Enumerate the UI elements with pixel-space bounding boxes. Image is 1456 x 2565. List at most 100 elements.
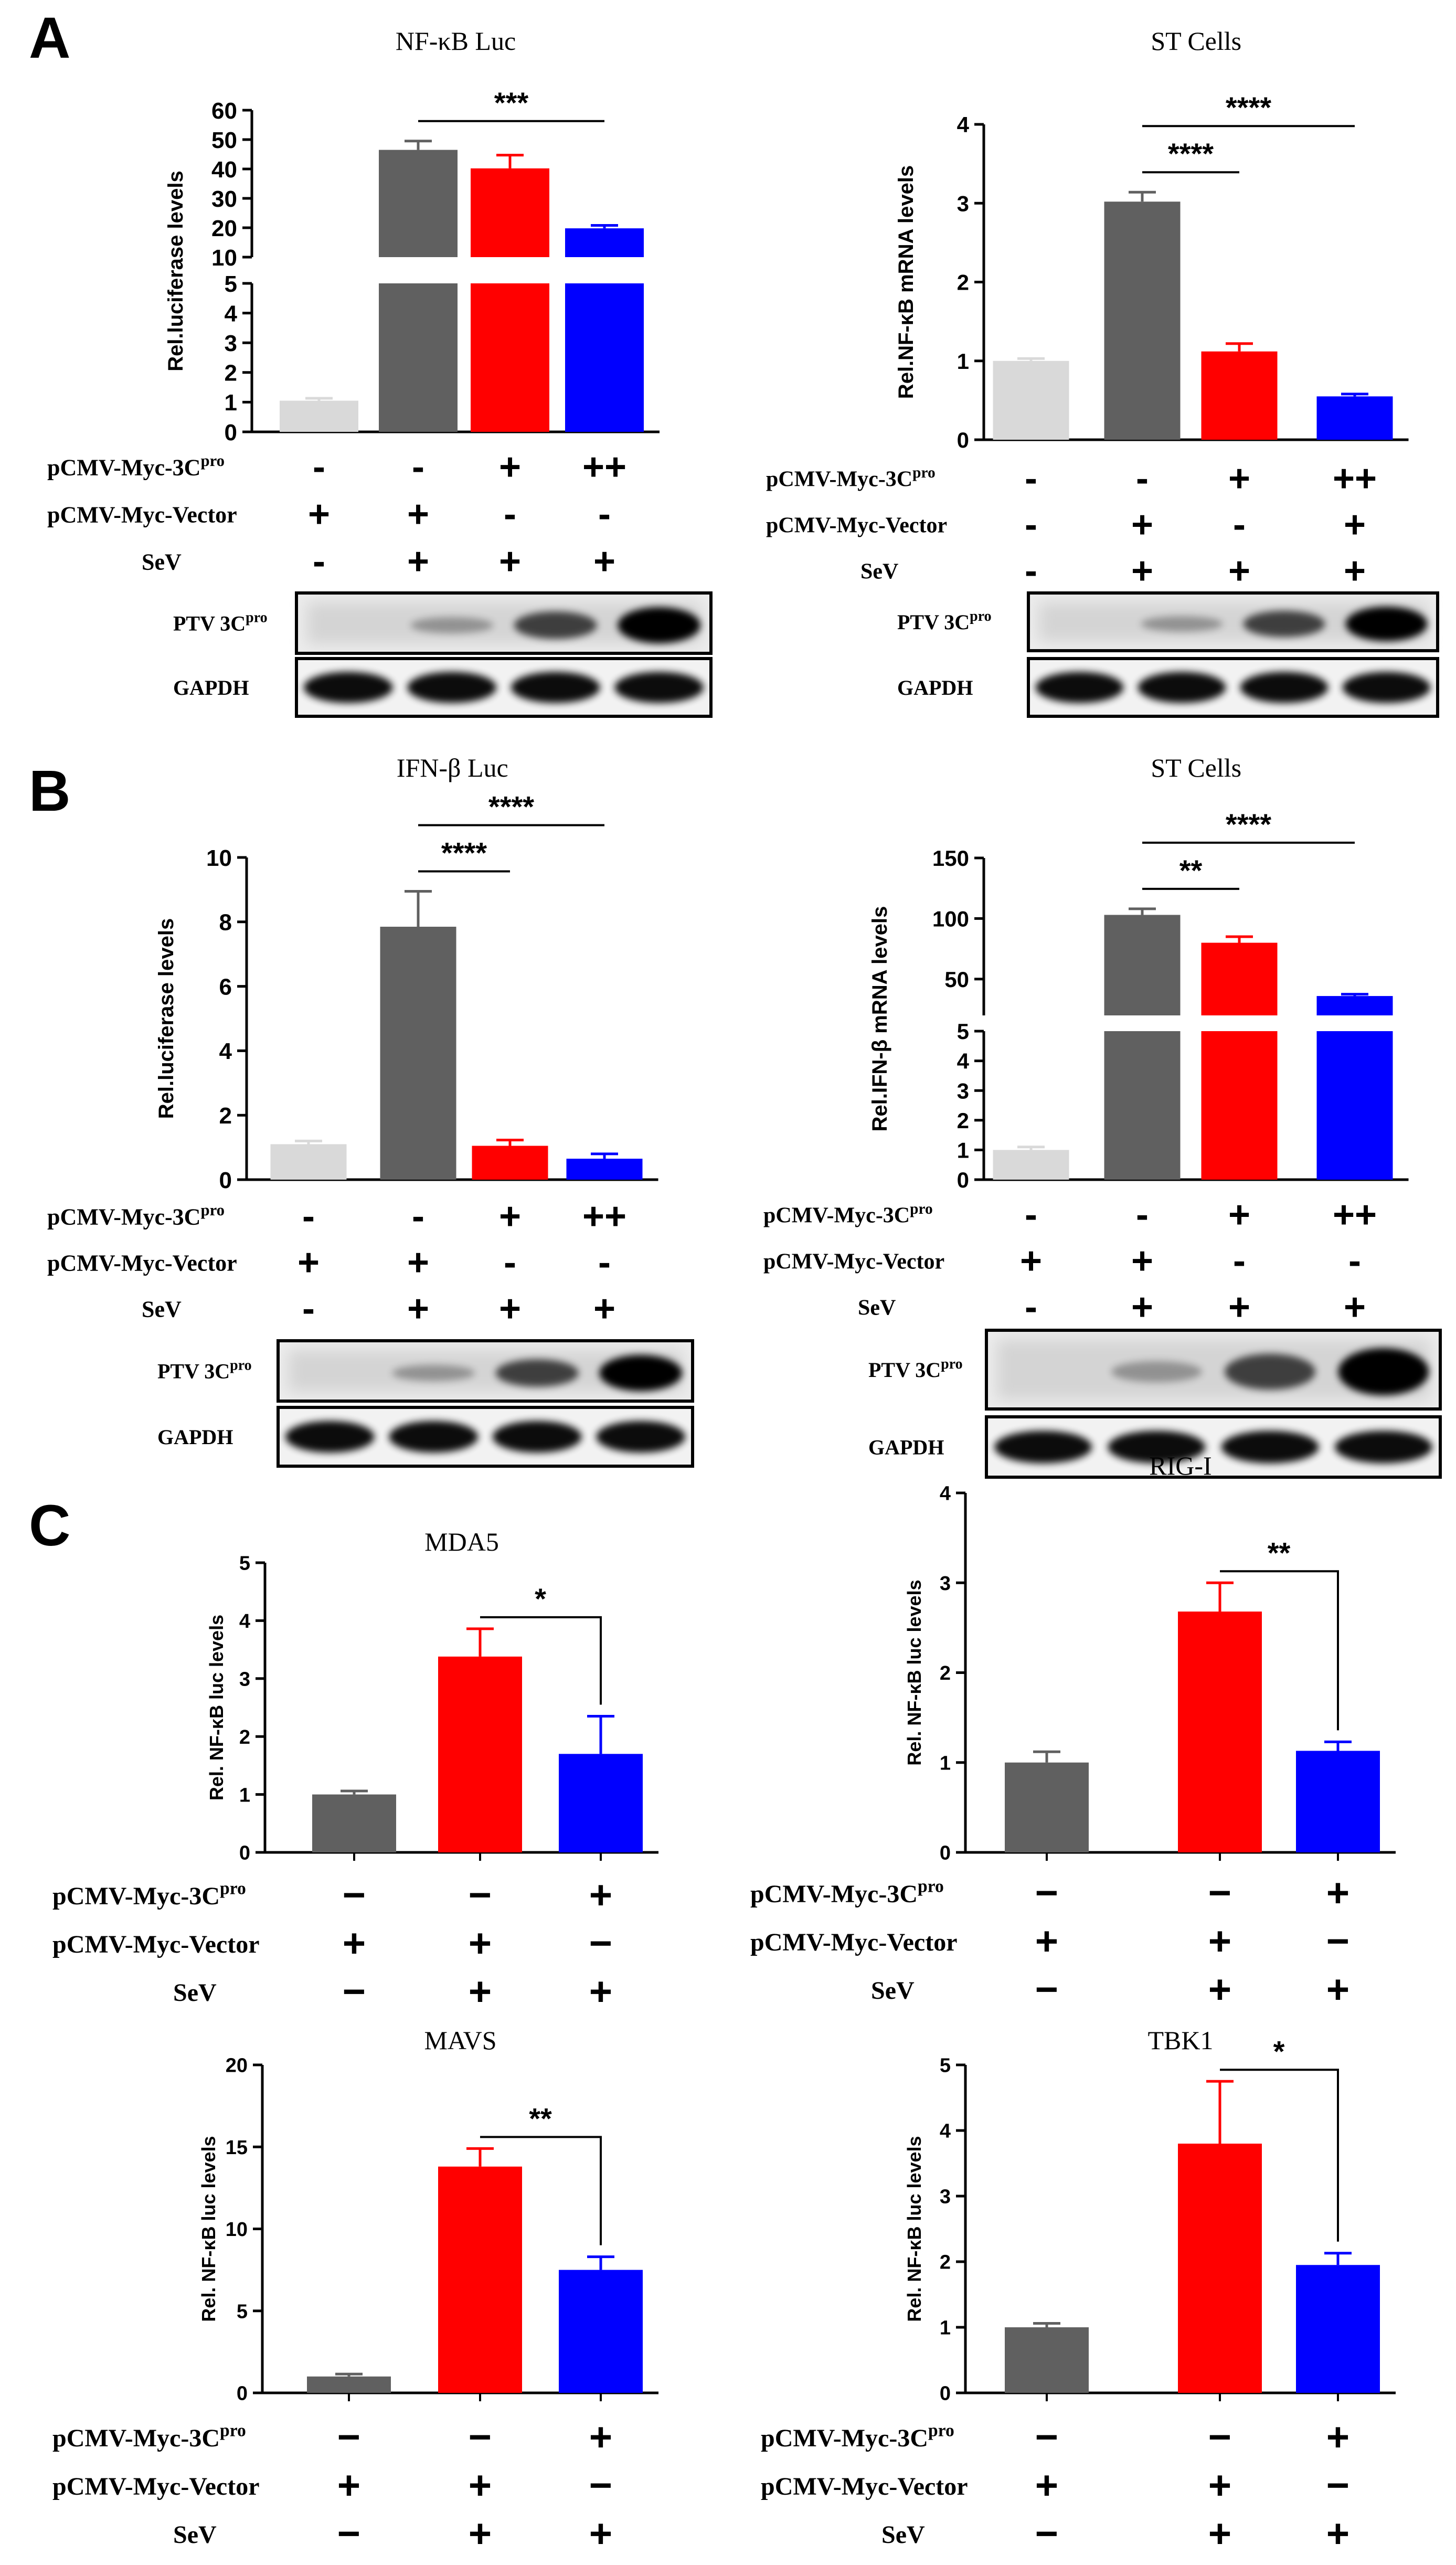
- significance-bracket: [1220, 2069, 1339, 2242]
- blot-band-ptv: [1225, 1353, 1316, 1390]
- condition-sign: +: [469, 2463, 492, 2508]
- row-label-myc-3c: pCMV-Myc-3Cpro: [52, 1879, 246, 1910]
- y-tick-label: 100: [932, 907, 969, 931]
- bar: [565, 283, 644, 432]
- y-tick-label: 1: [239, 1784, 250, 1806]
- condition-sign: -: [412, 1195, 424, 1237]
- y-axis-label: Rel. NF-κB luc levels: [904, 1580, 925, 1765]
- significance-label: *: [1273, 2034, 1285, 2068]
- blot-border-gapdh: [1027, 657, 1439, 718]
- y-tick-label: 0: [239, 1842, 250, 1864]
- condition-sign: -: [1025, 1286, 1037, 1328]
- y-tick-label: 2: [219, 1103, 232, 1129]
- bar: [312, 1794, 396, 1852]
- condition-sign: +: [407, 493, 429, 535]
- significance-label: **: [529, 2102, 552, 2135]
- blot-label-gapdh: GAPDH: [173, 676, 249, 699]
- condition-sign: −: [1035, 1871, 1058, 1915]
- y-tick-label: 30: [211, 186, 237, 212]
- condition-sign: −: [337, 2511, 360, 2556]
- y-tick-label: 15: [226, 2137, 248, 2159]
- condition-sign: +: [1208, 1919, 1231, 1964]
- condition-sign: -: [302, 1288, 315, 1330]
- y-tick-label: 0: [219, 1168, 232, 1193]
- y-tick-label: 2: [940, 2252, 951, 2274]
- condition-sign: -: [1025, 550, 1037, 592]
- significance-bracket: [1220, 1570, 1339, 1731]
- y-tick-label: 4: [957, 1049, 970, 1074]
- chart-title: ST Cells: [1151, 26, 1241, 56]
- row-label-myc-vector: pCMV-Myc-Vector: [47, 1250, 237, 1276]
- row-label-text: SeV: [858, 1296, 896, 1320]
- condition-sign: +: [469, 1969, 492, 2014]
- bar: [1201, 1031, 1278, 1180]
- blot-label-ptv-3c: PTV 3Cpro: [157, 1358, 252, 1383]
- y-tick-label: 1: [940, 2317, 951, 2339]
- y-tick-label: 3: [940, 1573, 951, 1595]
- bar: [380, 927, 456, 1180]
- blot-label-gapdh: GAPDH: [868, 1436, 944, 1459]
- panel-label-a: A: [29, 6, 70, 70]
- condition-sign: ++: [1333, 1194, 1377, 1236]
- condition-sign: +: [593, 1288, 615, 1330]
- y-tick-label: 1: [225, 390, 237, 416]
- condition-sign: -: [1136, 1194, 1149, 1236]
- significance-label: ****: [1226, 808, 1271, 841]
- row-label-sev: SeV: [858, 1296, 896, 1320]
- y-tick-label: 4: [957, 112, 970, 137]
- row-label-text: SeV: [860, 560, 898, 584]
- bar: [1104, 202, 1181, 440]
- chart-title: ST Cells: [1151, 753, 1241, 782]
- blot-band-ptv: [495, 1359, 579, 1387]
- condition-sign: -: [504, 1242, 516, 1284]
- y-tick-label: 4: [940, 2121, 951, 2143]
- y-axis-label: Rel.IFN-β mRNA levels: [868, 906, 891, 1132]
- y-tick-label: 5: [239, 1553, 250, 1575]
- significance-bracket: [480, 2136, 602, 2245]
- bar: [280, 400, 358, 432]
- condition-sign: +: [1131, 504, 1153, 546]
- row-label-text: pCMV-Myc-3C: [47, 1204, 200, 1229]
- condition-sign: +: [1020, 1240, 1042, 1282]
- row-label-text: pCMV-Myc-3C: [750, 1880, 918, 1908]
- y-tick-label: 5: [957, 1019, 969, 1044]
- y-tick-label: 5: [237, 2301, 248, 2323]
- bar: [471, 168, 549, 257]
- y-tick-label: 10: [211, 245, 237, 271]
- row-label-text: SeV: [871, 1977, 915, 2005]
- y-axis-label: Rel.NF-κB mRNA levels: [895, 165, 918, 399]
- bar: [1178, 2144, 1262, 2393]
- row-label-text: pCMV-Myc-3C: [763, 1204, 910, 1228]
- blot-band-ptv: [392, 1365, 475, 1381]
- condition-sign: +: [297, 1242, 320, 1284]
- row-label-text: pCMV-Myc-Vector: [52, 1931, 260, 1958]
- condition-sign: +: [407, 540, 429, 582]
- condition-sign: −: [337, 2415, 360, 2460]
- significance-label: **: [1179, 854, 1203, 887]
- blot-border-ptv: [295, 591, 713, 655]
- condition-sign: +: [1131, 1286, 1153, 1328]
- condition-sign: +: [1344, 1286, 1366, 1328]
- y-tick-label: 3: [957, 1078, 969, 1103]
- blot-band-gapdh: [492, 1421, 582, 1453]
- blot-band-ptv: [514, 611, 597, 639]
- condition-sign: -: [302, 1195, 315, 1237]
- blot-label-text: PTV 3C: [157, 1360, 230, 1383]
- blot-band-gapdh: [614, 672, 704, 703]
- bar: [1005, 1762, 1089, 1852]
- condition-sign: -: [1348, 1240, 1361, 1282]
- chart-rig-i: RIG-I 0 1 2 3 4 Rel. NF-κB luc levels ** pCMV-My…: [750, 1451, 1396, 2012]
- row-label-text: pCMV-Myc-3C: [47, 454, 200, 480]
- y-tick-label: 20: [226, 2055, 248, 2077]
- condition-sign: +: [1228, 1286, 1250, 1328]
- bar: [1296, 1751, 1380, 1852]
- condition-sign: −: [469, 1873, 492, 1917]
- bar: [1316, 996, 1393, 1015]
- panel-label-b: B: [29, 759, 70, 823]
- significance-label: *: [535, 1582, 546, 1615]
- y-axis-label: Rel. NF-κB luc levels: [198, 2136, 219, 2322]
- row-label-myc-vector: pCMV-Myc-Vector: [47, 502, 237, 527]
- blot-band-gapdh: [1035, 672, 1124, 703]
- row-label-text: pCMV-Myc-3C: [52, 2424, 220, 2452]
